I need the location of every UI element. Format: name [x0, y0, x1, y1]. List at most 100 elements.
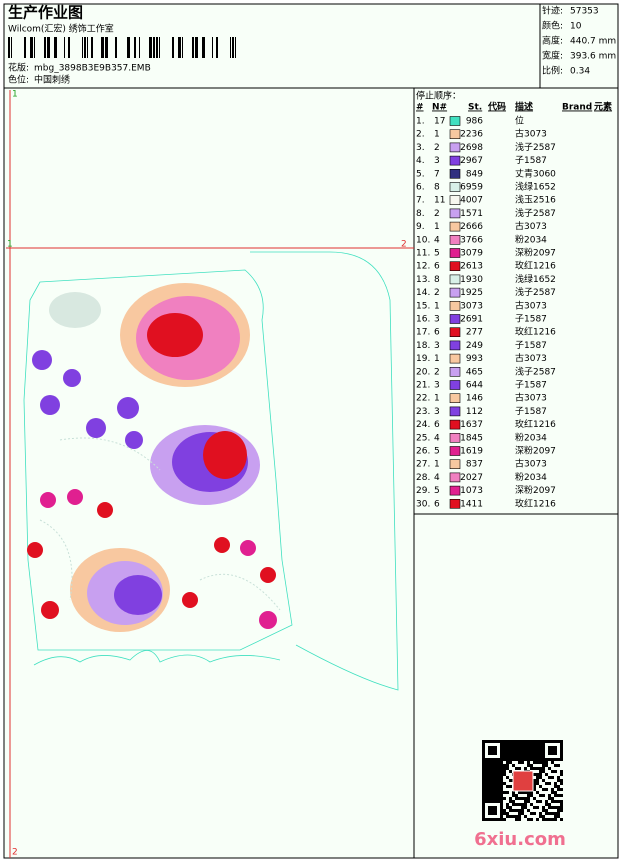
description: 子1587	[515, 380, 547, 391]
needle: 1	[434, 460, 440, 470]
stitches: 3766	[460, 235, 483, 245]
needle: 17	[434, 117, 445, 127]
bar-stripe	[134, 37, 136, 58]
qr-module	[491, 806, 494, 809]
description: 深粉2097	[515, 445, 556, 457]
qr-module	[560, 782, 563, 785]
barcode	[8, 37, 236, 58]
qr-module	[560, 752, 563, 755]
qr-module	[488, 809, 491, 812]
qr-module	[560, 779, 563, 782]
qr-module	[560, 788, 563, 791]
qr-module	[500, 785, 503, 788]
row-index: 6.	[416, 183, 425, 193]
qr-module	[482, 743, 485, 746]
qr-module	[515, 818, 518, 821]
qr-module	[542, 788, 545, 791]
qr-module	[488, 746, 491, 749]
qr-module	[503, 773, 506, 776]
qr-module	[554, 782, 557, 785]
qr-module	[527, 740, 530, 743]
row-index: 27.	[416, 460, 430, 470]
description: 粉2034	[515, 233, 547, 245]
bar-stripe	[192, 37, 194, 58]
stitches: 112	[466, 407, 483, 417]
qr-module	[545, 800, 548, 803]
qr-module	[500, 740, 503, 743]
qr-module	[512, 791, 515, 794]
qr-module	[530, 791, 533, 794]
qr-module	[536, 818, 539, 821]
qr-module	[494, 746, 497, 749]
qr-module	[482, 740, 485, 743]
qr-module	[500, 746, 503, 749]
qr-module	[524, 752, 527, 755]
qr-module	[500, 752, 503, 755]
color-swatch	[449, 459, 461, 470]
table-title: 停止顺序：	[416, 90, 461, 102]
stat-label: 颜色:	[542, 20, 563, 32]
qr-module	[491, 752, 494, 755]
qr-module	[491, 758, 494, 761]
qr-module	[515, 743, 518, 746]
qr-module	[524, 758, 527, 761]
color-swatch	[449, 485, 461, 496]
qr-module	[500, 773, 503, 776]
qr-module	[521, 806, 524, 809]
needle: 2	[434, 209, 440, 219]
qr-module	[530, 818, 533, 821]
qr-module	[503, 740, 506, 743]
color-swatch	[449, 195, 461, 205]
description: 古3073	[515, 220, 547, 232]
qr-module	[488, 773, 491, 776]
qr-module	[554, 758, 557, 761]
qr-module	[539, 755, 542, 758]
qr-module	[548, 749, 551, 752]
qr-module	[503, 755, 506, 758]
qr-module	[485, 818, 488, 821]
qr-module	[521, 755, 524, 758]
qr-module	[518, 815, 521, 818]
needle: 3	[434, 156, 440, 166]
needle: 2	[434, 143, 440, 153]
stitches: 644	[466, 381, 483, 391]
bar-stripe	[195, 37, 198, 58]
qr-module	[485, 773, 488, 776]
bar-stripe	[105, 37, 108, 58]
stitches: 2698	[460, 143, 483, 153]
qr-module	[497, 818, 500, 821]
qr-module	[482, 809, 485, 812]
qr-module	[542, 818, 545, 821]
needle: 1	[434, 301, 440, 311]
description: 玫红1216	[515, 418, 556, 430]
qr-module	[503, 767, 506, 770]
row-index: 26.	[416, 447, 430, 457]
qr-module	[482, 812, 485, 815]
qr-module	[524, 797, 527, 800]
description: 深粉2097	[515, 484, 556, 496]
bar-stripe	[101, 37, 104, 58]
qr-module	[494, 797, 497, 800]
qr-module	[560, 758, 563, 761]
qr-module	[494, 818, 497, 821]
qr-module	[527, 761, 530, 764]
qr-module	[482, 761, 485, 764]
bar-stripe	[139, 37, 140, 58]
bar-stripe	[178, 37, 181, 58]
color-swatch	[449, 116, 461, 126]
description: 浅子2587	[515, 286, 556, 298]
description: 浅子2587	[515, 141, 556, 153]
qr-module	[527, 809, 530, 812]
qr-module	[557, 809, 560, 812]
description: 位	[515, 115, 524, 127]
qr-module	[554, 794, 557, 797]
stitches: 146	[466, 394, 483, 404]
bar-stripe	[212, 37, 213, 58]
description: 古3073	[515, 458, 547, 470]
qr-module	[488, 800, 491, 803]
qr-module	[542, 794, 545, 797]
qr-module	[557, 794, 560, 797]
qr-module	[509, 815, 512, 818]
needle: 6	[434, 328, 440, 338]
needle: 3	[434, 381, 440, 391]
